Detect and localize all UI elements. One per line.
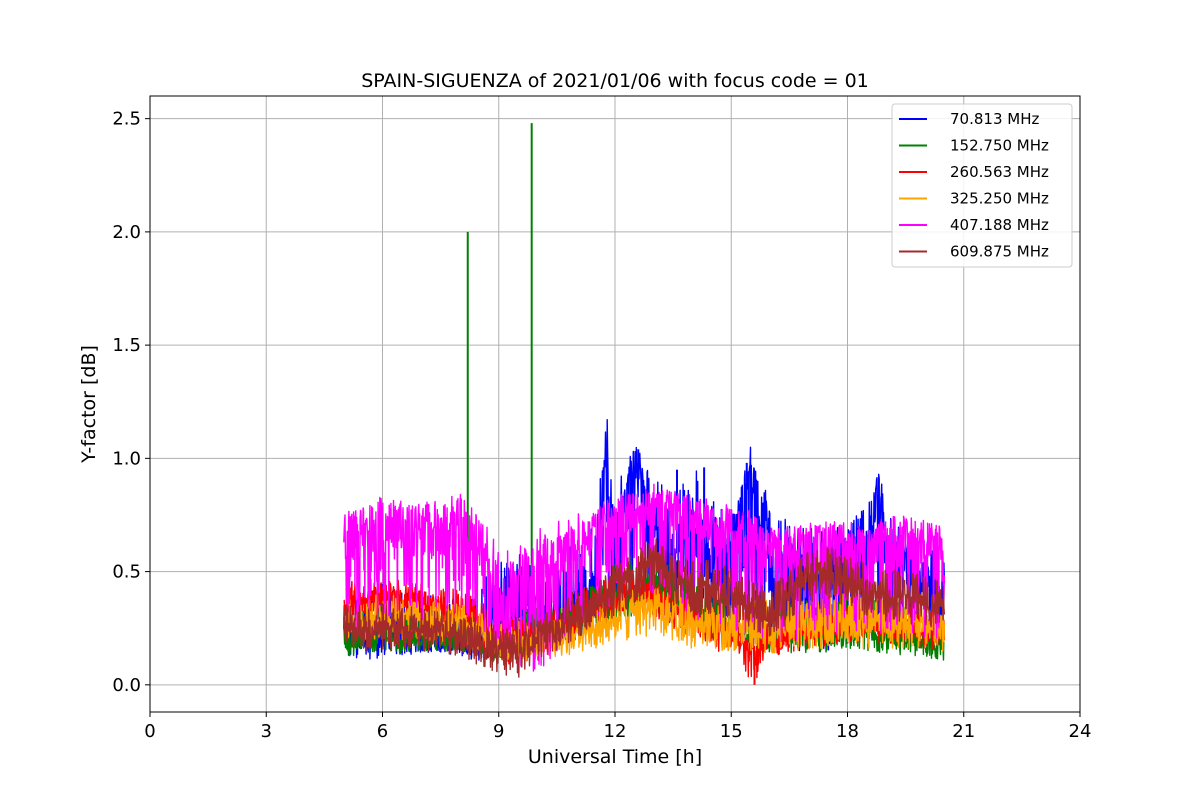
y-tick-label: 1.0 [112,448,141,469]
legend-label: 407.188 MHz [950,216,1049,234]
legend-label: 609.875 MHz [950,243,1049,261]
chart-title: SPAIN-SIGUENZA of 2021/01/06 with focus … [361,70,869,92]
series-5-trace [343,538,946,678]
series-layer [343,123,946,685]
x-tick-label: 12 [604,721,627,742]
legend-box [891,103,1073,268]
series-line [343,538,946,678]
x-axis-label: Universal Time [h] [528,746,702,768]
y-tick-label: 2.0 [112,222,141,243]
x-axis-ticks: 0 3 6 9 12 15 18 21 24 [144,712,1091,742]
y-tick-label: 0.5 [112,562,141,583]
x-tick-label: 6 [377,721,388,742]
y-tick-label: 0.0 [112,675,141,696]
x-tick-label: 21 [952,721,975,742]
y-axis-ticks: 0.0 0.5 1.0 1.5 2.0 2.5 [112,109,150,696]
legend-label: 260.563 MHz [950,163,1049,181]
x-tick-label: 24 [1069,721,1092,742]
x-tick-label: 3 [261,721,272,742]
x-tick-label: 15 [720,721,743,742]
y-axis-label: Y-factor [dB] [78,345,100,464]
y-tick-label: 1.5 [112,335,141,356]
x-tick-label: 18 [836,721,859,742]
x-tick-label: 9 [493,721,504,742]
x-tick-label: 0 [144,721,155,742]
y-tick-label: 2.5 [112,109,141,130]
legend: 70.813 MHz 152.750 MHz 260.563 MHz 325.250 … [891,103,1073,268]
legend-label: 70.813 MHz [950,110,1039,128]
legend-label: 325.250 MHz [950,190,1049,208]
legend-label: 152.750 MHz [950,137,1049,155]
